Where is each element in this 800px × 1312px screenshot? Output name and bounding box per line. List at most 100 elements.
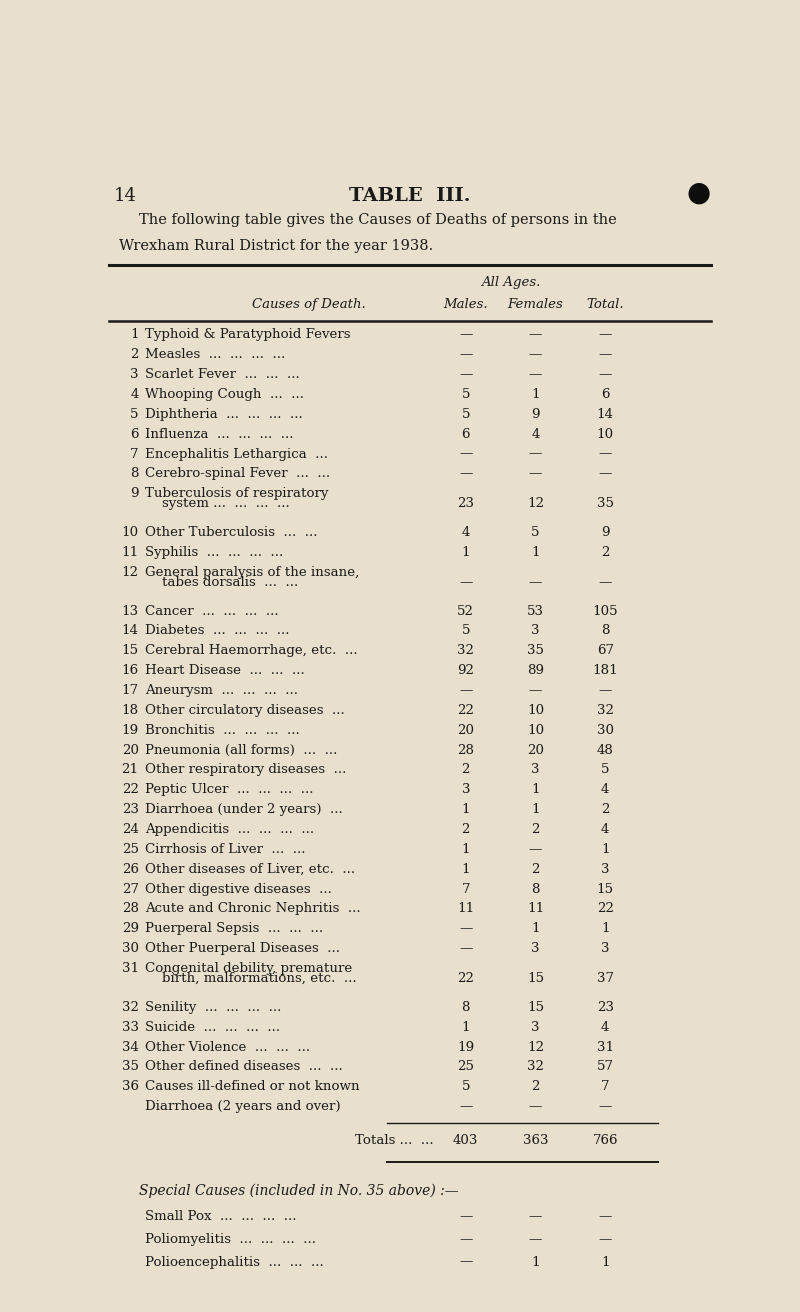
Text: 25: 25	[458, 1060, 474, 1073]
Text: 15: 15	[527, 972, 544, 985]
Text: 1: 1	[462, 863, 470, 875]
Text: Suicide  ...  ...  ...  ...: Suicide ... ... ... ...	[145, 1021, 280, 1034]
Text: —: —	[529, 1101, 542, 1113]
Text: 25: 25	[122, 842, 138, 855]
Text: 13: 13	[122, 605, 138, 618]
Text: 11: 11	[122, 546, 138, 559]
Text: 36: 36	[122, 1080, 138, 1093]
Text: —: —	[529, 1210, 542, 1223]
Text: Scarlet Fever  ...  ...  ...: Scarlet Fever ... ... ...	[145, 369, 300, 380]
Text: Aneurysm  ...  ...  ...  ...: Aneurysm ... ... ... ...	[145, 684, 298, 697]
Text: 4: 4	[601, 783, 610, 796]
Text: 34: 34	[122, 1040, 138, 1054]
Text: Typhoid & Paratyphoid Fevers: Typhoid & Paratyphoid Fevers	[145, 328, 350, 341]
Text: 15: 15	[527, 1001, 544, 1014]
Text: 12: 12	[527, 497, 544, 510]
Text: 3: 3	[601, 942, 610, 955]
Text: —: —	[598, 447, 612, 461]
Text: 26: 26	[122, 863, 138, 875]
Text: 1: 1	[531, 546, 540, 559]
Text: 27: 27	[122, 883, 138, 896]
Text: 8: 8	[462, 1001, 470, 1014]
Text: Causes of Death.: Causes of Death.	[252, 298, 366, 311]
Text: —: —	[598, 348, 612, 361]
Text: 1: 1	[130, 328, 138, 341]
Text: tabes dorsalis  ...  ...: tabes dorsalis ... ...	[145, 576, 298, 589]
Text: 6: 6	[462, 428, 470, 441]
Text: 15: 15	[597, 883, 614, 896]
Text: 12: 12	[122, 565, 138, 579]
Text: Puerperal Sepsis  ...  ...  ...: Puerperal Sepsis ... ... ...	[145, 922, 323, 935]
Text: 16: 16	[122, 664, 138, 677]
Text: —: —	[529, 369, 542, 380]
Text: 21: 21	[122, 764, 138, 777]
Text: 52: 52	[458, 605, 474, 618]
Text: 105: 105	[593, 605, 618, 618]
Text: 5: 5	[462, 625, 470, 638]
Text: Wrexham Rural District for the year 1938.: Wrexham Rural District for the year 1938…	[119, 239, 434, 253]
Text: Other Puerperal Diseases  ...: Other Puerperal Diseases ...	[145, 942, 340, 955]
Text: 6: 6	[130, 428, 138, 441]
Text: —: —	[598, 369, 612, 380]
Text: Causes ill-defined or not known: Causes ill-defined or not known	[145, 1080, 359, 1093]
Text: Special Causes (included in No. 35 above) :—: Special Causes (included in No. 35 above…	[138, 1183, 458, 1198]
Text: 5: 5	[462, 1080, 470, 1093]
Text: 1: 1	[462, 1021, 470, 1034]
Text: —: —	[459, 922, 473, 935]
Text: 22: 22	[122, 783, 138, 796]
Text: The following table gives the Causes of Deaths of persons in the: The following table gives the Causes of …	[138, 213, 617, 227]
Text: Encephalitis Lethargica  ...: Encephalitis Lethargica ...	[145, 447, 328, 461]
Text: Cerebral Haemorrhage, etc.  ...: Cerebral Haemorrhage, etc. ...	[145, 644, 358, 657]
Text: Diabetes  ...  ...  ...  ...: Diabetes ... ... ... ...	[145, 625, 290, 638]
Text: system ...  ...  ...  ...: system ... ... ... ...	[145, 497, 290, 510]
Text: 35: 35	[122, 1060, 138, 1073]
Text: 1: 1	[601, 842, 610, 855]
Text: 22: 22	[597, 903, 614, 916]
Text: Totals ...  ...: Totals ... ...	[354, 1134, 434, 1147]
Text: 11: 11	[527, 903, 544, 916]
Text: Bronchitis  ...  ...  ...  ...: Bronchitis ... ... ... ...	[145, 724, 300, 737]
Text: —: —	[459, 1101, 473, 1113]
Text: 8: 8	[130, 467, 138, 480]
Text: 181: 181	[593, 664, 618, 677]
Text: 10: 10	[122, 526, 138, 539]
Text: 31: 31	[122, 962, 138, 975]
Text: —: —	[529, 328, 542, 341]
Text: —: —	[598, 328, 612, 341]
Text: —: —	[529, 576, 542, 589]
Text: 5: 5	[601, 764, 610, 777]
Text: 2: 2	[462, 764, 470, 777]
Text: 3: 3	[601, 863, 610, 875]
Text: 10: 10	[527, 703, 544, 716]
Text: 30: 30	[122, 942, 138, 955]
Text: 29: 29	[122, 922, 138, 935]
Text: Other diseases of Liver, etc.  ...: Other diseases of Liver, etc. ...	[145, 863, 355, 875]
Text: 4: 4	[462, 526, 470, 539]
Text: 53: 53	[527, 605, 544, 618]
Text: 3: 3	[462, 783, 470, 796]
Text: 6: 6	[601, 388, 610, 401]
Text: 35: 35	[597, 497, 614, 510]
Text: 9: 9	[531, 408, 540, 421]
Text: 24: 24	[122, 823, 138, 836]
Text: Other digestive diseases  ...: Other digestive diseases ...	[145, 883, 332, 896]
Text: 19: 19	[122, 724, 138, 737]
Text: 2: 2	[462, 823, 470, 836]
Text: —: —	[459, 467, 473, 480]
Text: 31: 31	[597, 1040, 614, 1054]
Text: 9: 9	[130, 487, 138, 500]
Text: 3: 3	[531, 764, 540, 777]
Text: Other defined diseases  ...  ...: Other defined diseases ... ...	[145, 1060, 342, 1073]
Text: —: —	[459, 684, 473, 697]
Text: 1: 1	[601, 922, 610, 935]
Text: 14: 14	[114, 186, 137, 205]
Text: 1: 1	[531, 783, 540, 796]
Text: Other Tuberculosis  ...  ...: Other Tuberculosis ... ...	[145, 526, 318, 539]
Text: 363: 363	[523, 1134, 548, 1147]
Text: Males.: Males.	[443, 298, 488, 311]
Text: —: —	[529, 1233, 542, 1246]
Text: 3: 3	[130, 369, 138, 380]
Text: 18: 18	[122, 703, 138, 716]
Text: 5: 5	[462, 388, 470, 401]
Text: 1: 1	[531, 922, 540, 935]
